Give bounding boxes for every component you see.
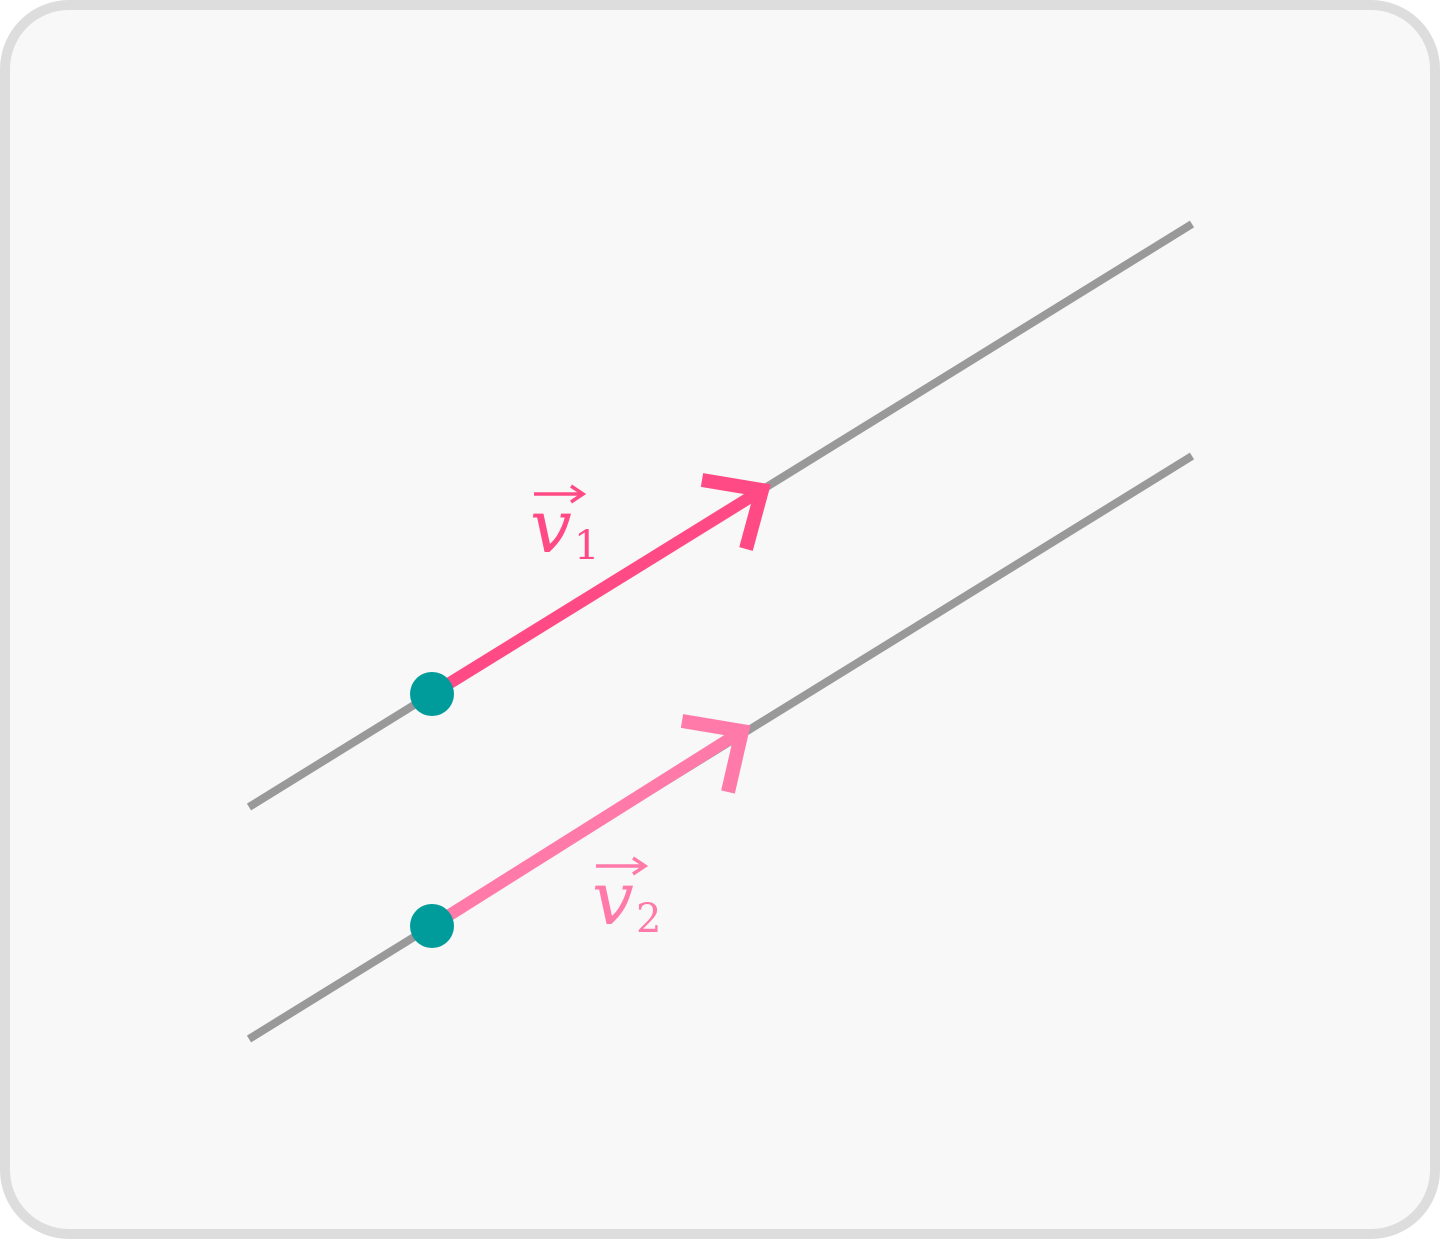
vector-1-shaft — [428, 484, 766, 700]
vector-1-arrowhead — [700, 473, 771, 551]
vector-1-label: v 1 — [530, 484, 599, 570]
vector-1-subscript: 1 — [574, 523, 599, 569]
vector-1-arrow — [428, 473, 771, 700]
vector-2-subscript: 2 — [636, 896, 661, 942]
vector-1-overarrow-icon — [534, 484, 587, 504]
vector-2-arrow — [428, 714, 751, 932]
vector-1-start-point — [410, 672, 454, 716]
vector-2-letter: v — [592, 856, 634, 942]
vector-2-label: v 2 — [592, 856, 661, 942]
vector-2-overarrow-icon — [596, 856, 649, 876]
vector-2-start-point — [410, 904, 454, 948]
vector-2-shaft — [428, 725, 746, 932]
vector-1-letter: v — [530, 484, 572, 570]
vector-2-arrowhead — [680, 714, 751, 794]
